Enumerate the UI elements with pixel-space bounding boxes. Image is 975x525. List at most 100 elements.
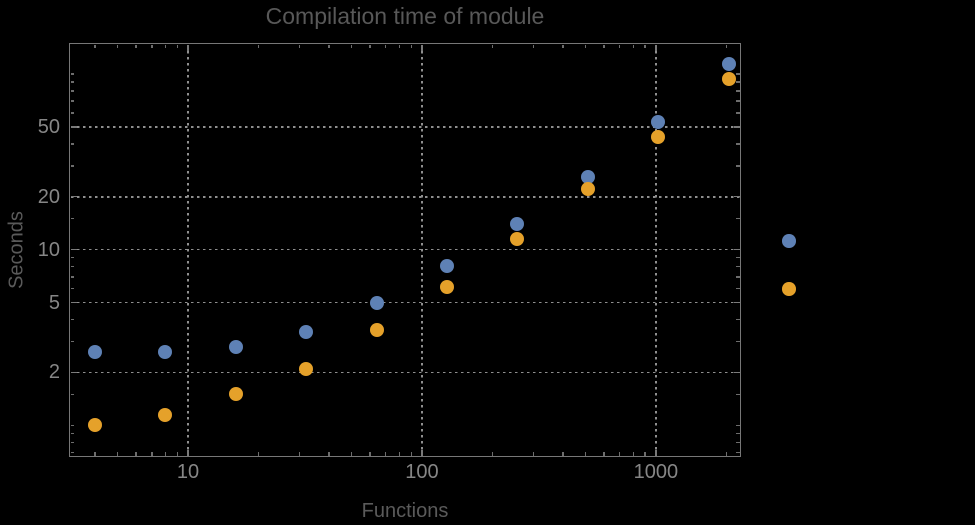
- x-tick-label-1000: 1000: [633, 461, 679, 483]
- gridline-y-5: [70, 301, 740, 304]
- y-tick-right-0.9: [736, 432, 740, 435]
- x-tick-bottom-800: [632, 452, 634, 456]
- y-tick-right-9: [736, 256, 740, 259]
- x-tick-top-40: [328, 44, 330, 48]
- chart-title: Compilation time of module: [265, 3, 545, 29]
- y-tick-right-2: [733, 371, 740, 374]
- gridline-y-2: [70, 371, 740, 374]
- x-tick-bottom-100: [421, 449, 423, 456]
- point-orange: [510, 231, 525, 246]
- x-tick-bottom-30: [298, 452, 301, 456]
- y-tick-left-0.9: [70, 432, 74, 435]
- x-tick-top-800: [632, 44, 634, 48]
- y-tick-right-30: [736, 165, 740, 167]
- point-orange: [440, 280, 455, 295]
- y-tick-right-15: [736, 217, 740, 220]
- x-tick-top-600: [603, 44, 605, 48]
- y-tick-right-80: [736, 90, 740, 92]
- x-tick-top-7: [151, 44, 153, 48]
- x-tick-bottom-400: [562, 452, 564, 456]
- y-tick-left-80: [70, 90, 74, 92]
- x-tick-bottom-5: [116, 452, 119, 456]
- x-tick-top-300: [532, 44, 535, 48]
- x-tick-bottom-4: [94, 452, 96, 456]
- x-tick-top-70: [384, 44, 387, 48]
- y-tick-right-7: [736, 276, 740, 278]
- x-tick-bottom-9: [176, 452, 179, 456]
- y-tick-label-20: 20: [37, 185, 60, 208]
- point-blue: [158, 345, 173, 360]
- x-tick-bottom-1000: [655, 449, 657, 456]
- x-tick-bottom-700: [618, 452, 621, 456]
- plot-frame: [69, 43, 741, 457]
- y-tick-label-5: 5: [48, 291, 60, 314]
- y-tick-left-8: [70, 265, 74, 268]
- x-tick-top-6: [135, 44, 137, 48]
- y-tick-right-3: [736, 340, 740, 343]
- x-tick-bottom-8: [164, 452, 167, 456]
- x-tick-bottom-900: [644, 452, 646, 456]
- y-tick-right-60: [736, 112, 740, 114]
- x-tick-top-9: [176, 44, 179, 48]
- x-tick-bottom-90: [410, 452, 412, 456]
- point-blue: [87, 345, 102, 360]
- y-tick-left-60: [70, 112, 74, 114]
- point-orange: [651, 129, 666, 144]
- x-tick-top-1000: [655, 44, 657, 51]
- y-tick-right-90: [736, 81, 740, 83]
- x-tick-top-10: [187, 44, 189, 51]
- y-tick-left-40: [70, 143, 74, 145]
- x-tick-top-2000: [725, 44, 728, 48]
- x-tick-bottom-10: [187, 449, 189, 456]
- y-tick-left-20: [70, 195, 77, 198]
- point-orange: [721, 71, 736, 86]
- x-tick-bottom-80: [398, 452, 401, 456]
- x-tick-label-100: 100: [405, 461, 439, 483]
- y-tick-left-2: [70, 371, 77, 374]
- y-tick-right-40: [736, 143, 740, 145]
- x-tick-bottom-300: [532, 452, 535, 456]
- y-tick-left-1: [70, 424, 74, 427]
- y-tick-right-5: [733, 301, 740, 304]
- y-tick-left-7: [70, 276, 74, 278]
- point-blue: [510, 216, 525, 231]
- gridline-y-50: [70, 126, 740, 128]
- point-orange: [580, 182, 595, 197]
- y-tick-right-20: [733, 195, 740, 198]
- x-tick-label-10: 10: [176, 461, 200, 483]
- x-tick-top-90: [410, 44, 412, 48]
- x-tick-top-60: [369, 44, 371, 48]
- y-tick-left-100: [70, 73, 74, 75]
- point-blue: [440, 258, 455, 273]
- y-tick-right-0.7: [736, 451, 740, 454]
- x-tick-top-20: [257, 44, 260, 48]
- x-tick-top-100: [421, 44, 423, 51]
- x-tick-bottom-600: [603, 452, 605, 456]
- y-tick-right-100: [736, 73, 740, 75]
- point-blue: [580, 169, 595, 184]
- y-tick-left-9: [70, 256, 74, 259]
- point-orange: [158, 407, 173, 422]
- y-tick-left-30: [70, 165, 74, 167]
- x-tick-top-4: [94, 44, 96, 48]
- gridline-y-20: [70, 195, 740, 198]
- y-tick-left-0.7: [70, 451, 74, 454]
- x-tick-bottom-200: [491, 452, 494, 456]
- x-tick-bottom-6: [135, 452, 137, 456]
- y-tick-left-6: [70, 287, 74, 290]
- y-tick-left-1.5: [70, 393, 74, 396]
- y-tick-right-1: [736, 424, 740, 427]
- x-tick-top-900: [644, 44, 646, 48]
- x-tick-bottom-50: [350, 452, 353, 456]
- x-tick-top-700: [618, 44, 621, 48]
- point-blue: [228, 339, 243, 354]
- x-tick-top-30: [298, 44, 301, 48]
- y-tick-left-70: [70, 100, 74, 102]
- x-tick-top-50: [350, 44, 353, 48]
- y-tick-left-3: [70, 340, 74, 343]
- y-tick-left-10: [70, 248, 77, 251]
- gridline-y-10: [70, 248, 740, 251]
- point-orange: [299, 361, 314, 376]
- x-tick-top-500: [584, 44, 587, 48]
- point-blue: [651, 115, 666, 130]
